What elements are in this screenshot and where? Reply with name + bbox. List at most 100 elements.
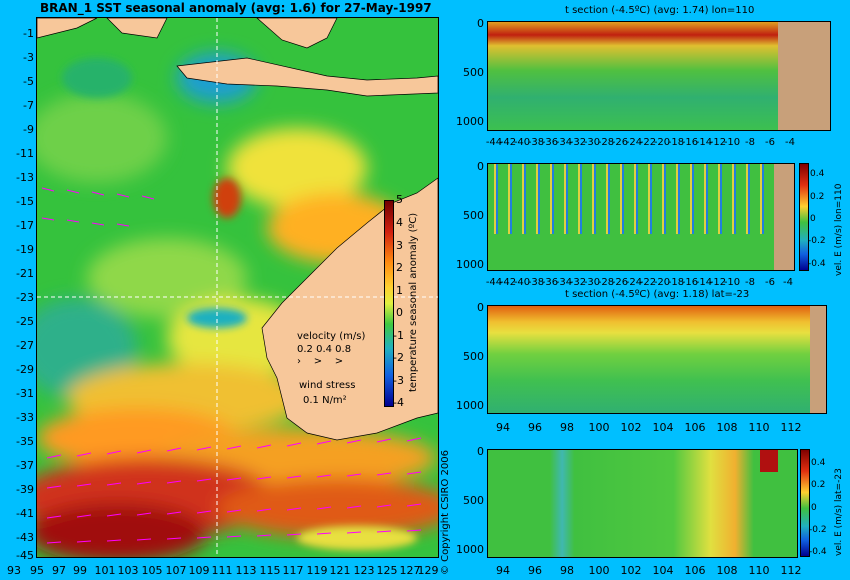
y-tick: 1000 <box>456 543 484 556</box>
velocity-legend-values: 0.2 0.4 0.8 <box>297 344 352 355</box>
x-tick: 98 <box>560 421 574 434</box>
x-tick: -44 <box>485 137 503 148</box>
x-tick: -8 <box>745 137 755 148</box>
x-tick: -32 <box>569 137 587 148</box>
panel4-velocity-section[interactable] <box>487 449 798 558</box>
lat-label: -25 <box>16 315 34 328</box>
colorbar-tick: 0 <box>396 306 403 319</box>
y-tick: 500 <box>463 350 484 363</box>
x-tick: -10 <box>723 137 741 148</box>
x-tick: -30 <box>583 137 601 148</box>
lat-label: -37 <box>16 459 34 472</box>
x-tick: 100 <box>588 564 610 577</box>
x-tick: -32 <box>569 277 587 288</box>
x-tick: -34 <box>555 277 573 288</box>
x-tick: -4 <box>785 137 795 148</box>
x-tick: 104 <box>652 564 674 577</box>
colorbar-tick: 0.4 <box>810 169 825 179</box>
lon-label: 101 <box>94 564 116 577</box>
x-tick: 96 <box>528 564 542 577</box>
lat-label: -31 <box>16 387 34 400</box>
y-tick: 500 <box>463 209 484 222</box>
y-tick: 500 <box>463 494 484 507</box>
x-tick: -8 <box>745 277 755 288</box>
colorbar-tick: -0.2 <box>808 236 826 246</box>
x-tick: -38 <box>527 277 545 288</box>
wind-legend-value: 0.1 N/m² <box>303 395 347 406</box>
panel1-field <box>488 22 830 130</box>
y-tick: 1000 <box>456 399 484 412</box>
panel3-field <box>488 306 826 413</box>
panel1-temp-section[interactable] <box>487 21 831 131</box>
sst-anomaly-map[interactable] <box>36 17 439 558</box>
colorbar-tick: -0.2 <box>809 525 827 535</box>
colorbar-tick: 3 <box>396 239 403 252</box>
x-tick: -16 <box>681 277 699 288</box>
lat-label: -9 <box>23 123 34 136</box>
lat-label: -19 <box>16 243 34 256</box>
y-tick: 500 <box>463 66 484 79</box>
x-tick: 104 <box>652 421 674 434</box>
y-tick: 1000 <box>456 115 484 128</box>
x-tick: -36 <box>541 137 559 148</box>
colorbar-tick: 1 <box>396 284 403 297</box>
sst-map-canvas <box>37 18 438 557</box>
panel2-colorbar-label: vel. E (m/s) lon=110 <box>834 183 844 276</box>
lat-label: -27 <box>16 339 34 352</box>
panel3-land <box>810 306 826 413</box>
colorbar-tick: -2 <box>393 351 404 364</box>
lon-label: 111 <box>211 564 233 577</box>
panel4-colorbar-label: vel. E (m/s) lat=-23 <box>834 468 844 556</box>
x-tick: -18 <box>667 137 685 148</box>
lon-label: 129 <box>417 564 439 577</box>
lon-label: 113 <box>235 564 257 577</box>
x-tick: -40 <box>513 277 531 288</box>
x-tick: -24 <box>625 277 643 288</box>
panel2-velocity-section[interactable] <box>487 163 795 271</box>
lat-label: -1 <box>23 27 34 40</box>
x-tick: -30 <box>583 277 601 288</box>
x-tick: -20 <box>653 277 671 288</box>
colorbar-tick: -1 <box>393 329 404 342</box>
x-tick: -26 <box>611 137 629 148</box>
panel4-field <box>488 450 797 557</box>
lon-label: 127 <box>399 564 421 577</box>
x-tick: -22 <box>639 277 657 288</box>
x-tick: 106 <box>684 421 706 434</box>
sst-colorbar-label: temperature seasonal anomaly (ºC) <box>408 212 419 392</box>
x-tick: 96 <box>528 421 542 434</box>
lon-label: 109 <box>188 564 210 577</box>
y-tick: 0 <box>477 301 484 314</box>
x-tick: 108 <box>716 421 738 434</box>
lat-label: -13 <box>16 171 34 184</box>
lon-label: 115 <box>259 564 281 577</box>
panel4-hotspot <box>760 450 778 472</box>
x-tick: -18 <box>667 277 685 288</box>
x-tick: -22 <box>639 137 657 148</box>
y-tick: 0 <box>477 17 484 30</box>
lon-label: 119 <box>306 564 328 577</box>
lat-label: -5 <box>23 75 34 88</box>
x-tick: 108 <box>716 564 738 577</box>
x-tick: -16 <box>681 137 699 148</box>
x-tick: 98 <box>560 564 574 577</box>
x-tick: -36 <box>541 277 559 288</box>
x-tick: -40 <box>513 137 531 148</box>
colorbar-tick: -3 <box>393 374 404 387</box>
x-tick: -6 <box>765 137 775 148</box>
panel1-land <box>778 22 830 130</box>
x-tick: -34 <box>555 137 573 148</box>
x-tick: -42 <box>499 137 517 148</box>
velocity-legend-arrows: › > > <box>297 356 344 367</box>
lon-label: 105 <box>141 564 163 577</box>
sst-colorbar <box>384 200 394 407</box>
y-tick: 1000 <box>456 258 484 271</box>
panel3-temp-section[interactable] <box>487 305 827 414</box>
x-tick: -14 <box>695 137 713 148</box>
lon-label: 93 <box>7 564 21 577</box>
x-tick: 94 <box>496 421 510 434</box>
lon-label: 97 <box>52 564 66 577</box>
lat-label: -7 <box>23 99 34 112</box>
main-map-title: BRAN_1 SST seasonal anomaly (avg: 1.6) f… <box>40 1 432 15</box>
colorbar-tick: -0.4 <box>809 547 827 557</box>
